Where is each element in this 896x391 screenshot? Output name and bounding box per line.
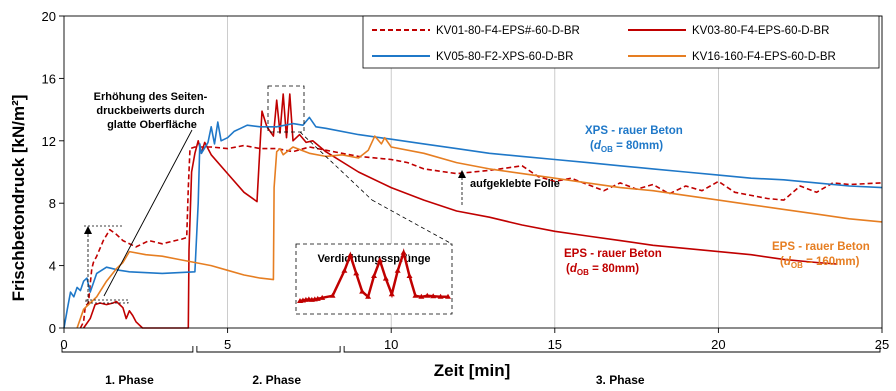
y-tick-label-8: 8 (49, 196, 56, 211)
legend-label-3: KV05-80-F2-XPS-60-D-BR (436, 51, 573, 63)
inset-marker-23 (424, 292, 431, 298)
inset-marker-16 (382, 275, 389, 281)
inset-marker-18 (394, 267, 401, 273)
verdichtung-label: Verdichtungssprünge (317, 253, 430, 265)
verdichtung-pointer (299, 131, 373, 201)
y-tick-label-0: 0 (49, 321, 56, 336)
series-line-3 (63, 116, 883, 329)
inset-marker-12 (359, 288, 366, 294)
inset-marker-8 (329, 292, 336, 298)
phase-brackets: 1. Phase 2. Phase 3. Phase (61, 346, 881, 387)
seitendruck-box-low (85, 299, 129, 304)
inset-marker-10 (347, 252, 354, 258)
inset-marker-20 (406, 273, 413, 278)
inset-marker-7 (319, 294, 326, 300)
inset-marker-22 (418, 293, 425, 299)
y-tick-label-16: 16 (42, 71, 56, 86)
arrow-up-icon (458, 170, 466, 178)
legend: KV01-80-F4-EPS#-60-D-BR KV03-80-F4-EPS-60… (362, 15, 880, 69)
phase-bracket-3 (343, 346, 881, 353)
inset-marker-25 (437, 293, 444, 299)
xps-sub: (dOB = 80mm) (590, 140, 663, 154)
x-tick-label-0: 0 (60, 337, 67, 352)
phase-label-2: 2. Phase (252, 373, 301, 387)
x-axis-title: Zeit [min] (434, 361, 511, 380)
legend-label-4: KV16-160-F4-EPS-60-D-BR (692, 51, 836, 63)
eps160-sub: (dOB = 160mm) (780, 256, 860, 270)
inset-marker-17 (388, 291, 395, 297)
x-tick-label-5: 5 (224, 337, 231, 352)
y-tick-label-4: 4 (49, 259, 56, 274)
inset-marker-14 (371, 273, 377, 278)
peak-highlight-box (267, 85, 305, 133)
inset-marker-26 (445, 293, 451, 299)
y-tick-label-12: 12 (42, 134, 56, 149)
phase-label-3: 3. Phase (596, 373, 645, 387)
inset-marker-24 (430, 293, 437, 299)
series-line-4 (76, 135, 883, 329)
tick-labels: 0 4 8 12 16 20 0 5 10 15 20 25 (42, 9, 890, 352)
x-tick-label-25: 25 (875, 337, 889, 352)
legend-label-1: KV01-80-F4-EPS#-60-D-BR (436, 25, 580, 37)
seitendruck-note: Erhöhung des Seiten- druckbeiwerts durch… (94, 91, 211, 131)
eps160-label: EPS - rauer Beton (772, 241, 870, 253)
inset-marker-6 (314, 295, 321, 301)
inset-marker-19 (400, 249, 407, 255)
seitendruck-pointer (103, 129, 193, 297)
series-line-2 (82, 93, 837, 329)
phase-bracket-1 (61, 346, 194, 353)
inset-marker-9 (341, 267, 348, 273)
arrow-up-icon (84, 226, 92, 234)
inset-marker-13 (365, 293, 372, 299)
eps80-sub: (dOB = 80mm) (566, 263, 639, 277)
legend-label-2: KV03-80-F4-EPS-60-D-BR (692, 25, 829, 37)
eps80-label: EPS - rauer Beton (564, 248, 662, 260)
data-series (63, 93, 883, 329)
inset-marker-15 (376, 257, 383, 263)
phase-label-1: 1. Phase (105, 373, 154, 387)
y-tick-label-20: 20 (42, 9, 56, 24)
x-tick-label-20: 20 (711, 337, 725, 352)
series-line-1 (79, 144, 883, 329)
phase-bracket-2 (196, 346, 341, 353)
inset-marker-21 (412, 292, 419, 298)
inset-peaks (297, 248, 451, 303)
x-tick-label-15: 15 (548, 337, 562, 352)
annotations: Erhöhung des Seiten- druckbeiwerts durch… (84, 85, 870, 315)
x-tick-label-10: 10 (384, 337, 398, 352)
xps-label: XPS - rauer Beton (585, 125, 683, 137)
inset-marker-11 (353, 270, 360, 276)
verdichtung-pointer-2 (371, 199, 453, 245)
y-axis-title: Frischbetondruck [kN/m²] (9, 95, 28, 302)
folie-label: aufgeklebte Folie (470, 178, 560, 190)
